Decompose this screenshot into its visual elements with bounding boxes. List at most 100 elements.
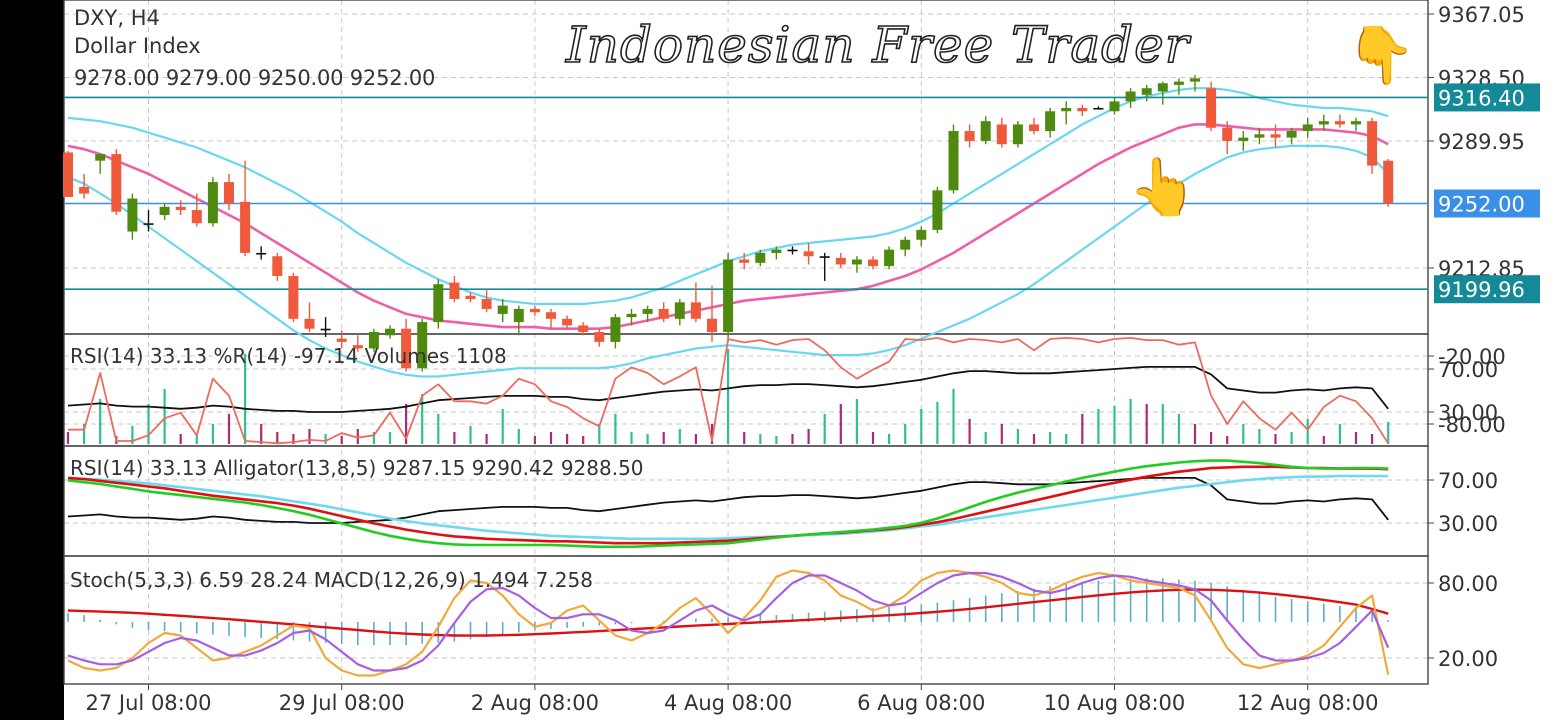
candle-body	[739, 259, 750, 263]
x-tick-label: 12 Aug 08:00	[1237, 691, 1379, 715]
candle-body	[175, 206, 186, 211]
candle-body	[1318, 121, 1329, 125]
symbol-name: Dollar Index	[74, 34, 201, 58]
alligator-teeth	[67, 465, 1389, 545]
candle-body	[143, 223, 154, 225]
rsi-wpr-volume-pane[interactable]	[66, 336, 1390, 445]
candle-body	[1206, 88, 1217, 128]
pointing-up-hand-icon: 👆	[1128, 155, 1198, 220]
y-tick-label: 30.00	[1438, 401, 1498, 425]
price-label: 9252.00	[1438, 193, 1525, 217]
y-tick-label: 20.00	[1438, 647, 1498, 671]
candle-body	[723, 259, 734, 332]
macd-signal-line	[67, 588, 1389, 637]
candle-body	[1109, 101, 1120, 112]
y-tick-label: -20.00	[1438, 345, 1506, 369]
rsi-line	[67, 365, 1389, 413]
candle-body	[111, 154, 122, 212]
rsi-alligator-pane[interactable]	[67, 459, 1389, 549]
candle-body	[63, 152, 73, 197]
candle-body	[304, 318, 315, 329]
price-label-box	[1434, 275, 1540, 304]
williams-r-line	[68, 336, 1389, 445]
candle-body	[546, 312, 556, 319]
candle-body	[352, 345, 363, 349]
candle-body	[1173, 81, 1184, 85]
candle-body	[980, 121, 991, 141]
candle-body	[916, 229, 927, 240]
x-tick-label: 10 Aug 08:00	[1044, 691, 1186, 715]
candle-body	[932, 190, 943, 230]
candle-body	[240, 201, 251, 253]
candle-body	[256, 252, 267, 255]
price-label-box	[1434, 83, 1540, 112]
candle-body	[690, 302, 701, 319]
candle-body	[594, 331, 605, 342]
candle-body	[610, 317, 621, 342]
candle-body	[417, 322, 428, 369]
stochastic-main-line	[67, 569, 1390, 677]
candle-body	[368, 331, 379, 349]
candle-body	[787, 249, 798, 252]
candle-body	[529, 308, 540, 313]
candle-body	[642, 308, 653, 314]
candle-body	[385, 328, 395, 336]
ohlc-readout: 9278.00 9279.00 9250.00 9252.00	[74, 66, 436, 90]
alligator-jaw	[67, 474, 1389, 541]
stoch-macd-label: Stoch(5,3,3) 6.59 28.24 MACD(12,26,9) 1.…	[70, 568, 593, 592]
candle-body	[288, 275, 299, 319]
alligator-lips	[67, 459, 1389, 549]
candle-body	[900, 239, 911, 250]
price-pane[interactable]	[63, 75, 1428, 378]
candle-body	[1383, 160, 1394, 204]
candle-body	[1351, 121, 1361, 125]
x-tick-label: 2 Aug 08:00	[471, 691, 599, 715]
candle-body	[1125, 91, 1136, 102]
bollinger-lower	[67, 144, 1389, 378]
rsi-line	[67, 476, 1389, 524]
pointing-down-hand-icon: 👇	[1346, 23, 1416, 88]
candle-body	[320, 328, 331, 331]
stochastic-signal-line	[67, 571, 1390, 672]
watermark-text: Indonesian Free Trader	[565, 15, 1190, 75]
candle-body	[1286, 131, 1297, 138]
candle-body	[1077, 107, 1088, 112]
x-tick-label: 29 Jul 08:00	[279, 691, 405, 715]
y-tick-label: 9367.05	[1438, 3, 1525, 27]
candle-body	[1334, 121, 1345, 125]
price-label: 9199.96	[1438, 278, 1525, 302]
candle-body	[1045, 111, 1056, 132]
time-axis: 27 Jul 08:00 29 Jul 08:00 2 Aug 08:00 4 Aug…	[86, 684, 1379, 715]
candle-body	[835, 257, 846, 265]
candle-body	[996, 124, 1007, 145]
candle-body	[79, 187, 90, 194]
candle-body	[819, 256, 830, 258]
candle-body	[433, 284, 444, 323]
candle-body	[884, 249, 895, 267]
pane-borders	[63, 0, 1429, 685]
candle-body	[465, 295, 476, 300]
y-tick-label: 30.00	[1438, 512, 1498, 536]
candle-body	[964, 131, 975, 141]
stoch-macd-pane[interactable]	[67, 569, 1390, 677]
candle-body	[513, 308, 524, 323]
candle-body	[674, 302, 685, 319]
pane-border	[63, 555, 1429, 685]
candle-body	[1157, 83, 1168, 92]
y-tick-label: -80.00	[1438, 413, 1506, 437]
candle-body	[1012, 124, 1023, 145]
candle-body	[707, 318, 717, 332]
candle-body	[127, 198, 138, 232]
candle-body	[578, 325, 589, 332]
candle-body	[1190, 78, 1200, 82]
y-tick-label: 70.00	[1438, 358, 1498, 382]
candle-body	[224, 182, 234, 204]
price-label-box	[1434, 189, 1540, 218]
candle-body	[272, 256, 283, 276]
candle-body	[1270, 134, 1281, 138]
candle-body	[1093, 107, 1104, 110]
candle-body	[1141, 88, 1152, 95]
candle-body	[1367, 121, 1378, 166]
candle-body	[626, 313, 637, 318]
